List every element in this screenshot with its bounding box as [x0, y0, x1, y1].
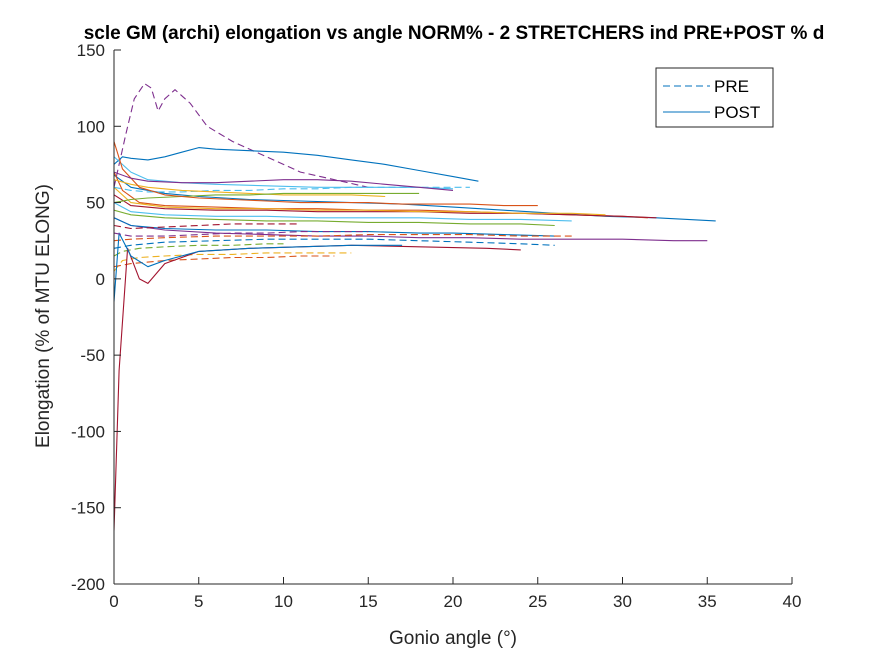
x-tick-label: 25 — [528, 592, 547, 611]
series-line-16 — [114, 156, 454, 190]
axes-layer: 0 5 10 15 20 25 30 35 40 -200 -150 -100 -50 0 50 100 150 — [71, 41, 801, 611]
x-tick-label: 5 — [194, 592, 203, 611]
series-line-19 — [114, 232, 403, 302]
y-tick-label: -200 — [71, 575, 105, 594]
series-line-9 — [114, 202, 572, 222]
series-line-12 — [114, 234, 572, 242]
legend-label-post: POST — [714, 103, 760, 122]
series-line-25 — [114, 171, 454, 191]
y-tick-label: 100 — [77, 117, 105, 136]
y-tick-label: 150 — [77, 41, 105, 60]
y-tick-label: -150 — [71, 499, 105, 518]
x-tick-label: 40 — [783, 592, 802, 611]
x-tick-label: 35 — [698, 592, 717, 611]
legend: PRE POST — [655, 67, 774, 128]
x-tick-label: 20 — [444, 592, 463, 611]
x-tick-label: 10 — [274, 592, 293, 611]
series-line-2 — [114, 147, 479, 182]
y-tick-label: 0 — [96, 270, 105, 289]
series-layer — [114, 83, 716, 531]
y-tick-label: -50 — [80, 346, 105, 365]
series-line-6 — [114, 194, 657, 219]
series-line-11 — [114, 238, 555, 249]
series-line-1 — [114, 83, 369, 188]
series-line-4 — [114, 217, 708, 242]
x-tick-label: 0 — [109, 592, 118, 611]
series-line-17 — [114, 255, 335, 268]
series-line-13 — [114, 252, 352, 272]
series-line-20 — [114, 231, 369, 237]
series-line-21 — [114, 179, 386, 198]
series-line-7 — [114, 186, 606, 216]
x-axis-label: Gonio angle (°) — [389, 628, 517, 649]
legend-box — [655, 67, 774, 128]
legend-label-pre: PRE — [714, 77, 749, 96]
x-tick-label: 30 — [613, 592, 632, 611]
series-line-22 — [114, 192, 420, 204]
y-tick-label: 50 — [86, 194, 105, 213]
x-tick-label: 15 — [359, 592, 378, 611]
plot-area — [114, 50, 792, 584]
series-line-24 — [114, 223, 301, 230]
chart-title: scle GM (archi) elongation vs angle NORM… — [84, 23, 825, 44]
series-line-14 — [114, 243, 284, 257]
y-tick-label: -100 — [71, 422, 105, 441]
series-line-8 — [114, 209, 555, 227]
y-axis-label: Elongation (% of MTU ELONG) — [33, 184, 54, 448]
series-line-15 — [114, 186, 470, 193]
series-line-23 — [114, 141, 538, 207]
